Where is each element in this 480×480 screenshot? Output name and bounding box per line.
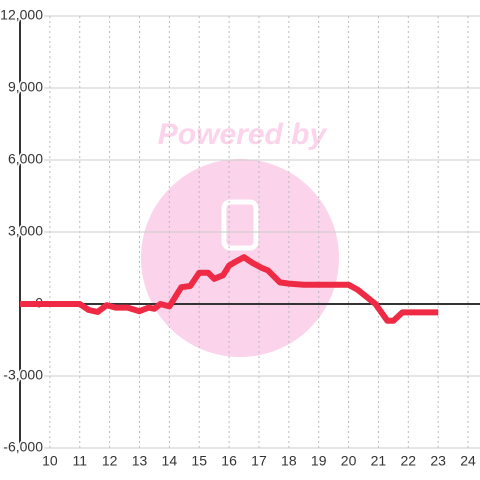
data-line (20, 254, 439, 324)
x-tick-label: 21 (371, 453, 387, 469)
watermark-logo (221, 199, 259, 251)
x-tick-label: 10 (42, 453, 58, 469)
y-tick-label: -6,000 (3, 439, 43, 455)
x-tick-label: 18 (281, 453, 297, 469)
x-tick-label: 11 (72, 453, 87, 469)
x-tick-label: 13 (132, 453, 148, 469)
x-tick-label: 16 (221, 453, 237, 469)
x-tick-label: 23 (430, 453, 446, 469)
x-tick-label: 20 (341, 453, 357, 469)
y-tick-label: 9,000 (8, 79, 43, 95)
x-tick-label: 24 (460, 453, 476, 469)
x-tick-label: 17 (251, 453, 267, 469)
x-tick-label: 19 (311, 453, 327, 469)
x-tick-label: 12 (102, 453, 118, 469)
x-tick-label: 15 (191, 453, 207, 469)
y-tick-label: 6,000 (8, 151, 43, 167)
x-tick-label: 22 (401, 453, 417, 469)
y-tick-label: -3,000 (3, 367, 43, 383)
y-tick-label: 3,000 (8, 223, 43, 239)
watermark-text: Powered by (158, 118, 328, 151)
x-tick-label: 14 (162, 453, 178, 469)
y-tick-label: 12,000 (0, 7, 43, 23)
